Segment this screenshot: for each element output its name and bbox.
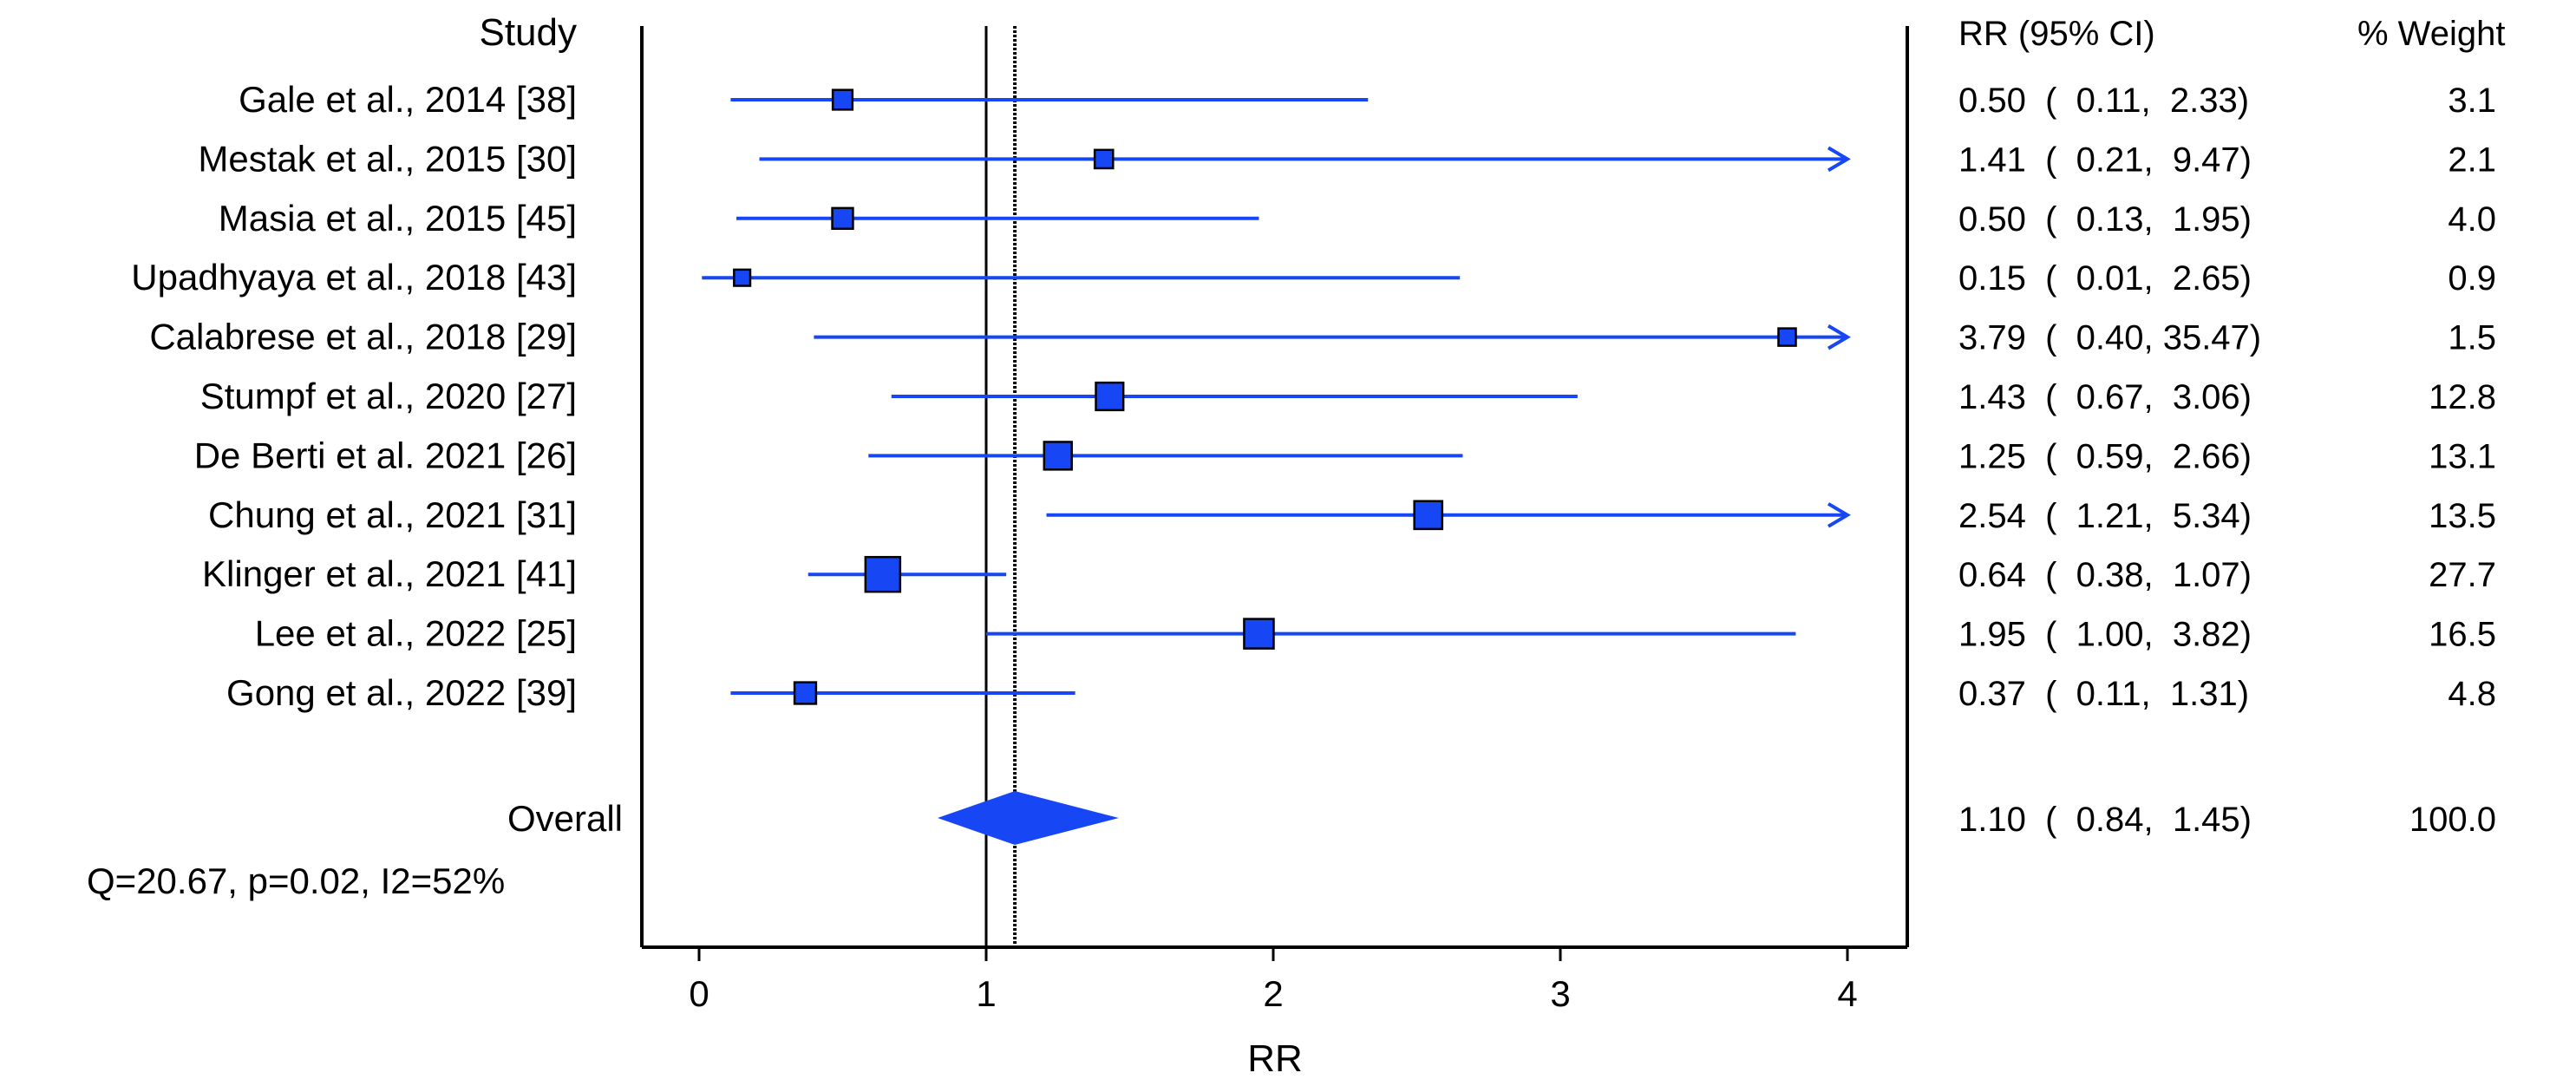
ci-text: 3.79 ( 0.40, 35.47) [1958, 319, 2261, 357]
effect-marker [1095, 381, 1125, 412]
study-label: Lee et al., 2022 [25] [255, 613, 577, 654]
weight-text: 13.5 [2429, 497, 2496, 535]
weight-text: 4.8 [2448, 675, 2496, 713]
ci-text: 1.95 ( 1.00, 3.82) [1958, 616, 2252, 654]
study-label: Gale et al., 2014 [38] [239, 79, 577, 120]
study-row: Gale et al., 2014 [38] 0.50 ( 0.11, 2.33)… [239, 79, 2496, 120]
weight-text: 3.1 [2448, 82, 2496, 120]
ci-text: 0.64 ( 0.38, 1.07) [1958, 556, 2252, 594]
heterogeneity-stats: Q=20.67, p=0.02, I2=52% [87, 860, 505, 901]
overall-weight: 100.0 [2409, 801, 2496, 839]
weight-text: 4.0 [2448, 200, 2496, 239]
ci-text: 2.54 ( 1.21, 5.34) [1958, 497, 2252, 535]
overall-label: Overall [507, 798, 623, 839]
study-row: Chung et al., 2021 [31] 2.54 ( 1.21, 5.34… [208, 494, 2496, 535]
ci-text: 0.50 ( 0.11, 2.33) [1958, 82, 2249, 120]
effect-marker [1413, 500, 1444, 531]
study-rows: Gale et al., 2014 [38] 0.50 ( 0.11, 2.33)… [131, 79, 2496, 713]
study-row: Lee et al., 2022 [25] 1.95 ( 1.00, 3.82) 1… [255, 613, 2496, 654]
overall-diamond [938, 790, 1119, 846]
weight-text: 16.5 [2429, 616, 2496, 654]
weight-text: 0.9 [2448, 259, 2496, 298]
ci-header: RR (95% CI) [1958, 15, 2155, 53]
study-row: Calabrese et al., 2018 [29] 3.79 ( 0.40, … [149, 317, 2496, 357]
study-row: Mestak et al., 2015 [30] 1.41 ( 0.21, 9.4… [198, 138, 2496, 179]
ci-text: 1.43 ( 0.67, 3.06) [1958, 378, 2252, 416]
effect-marker [793, 681, 818, 705]
x-tick-label: 0 [689, 973, 709, 1014]
ci-arrow [1827, 146, 1851, 173]
ci-text: 0.50 ( 0.13, 1.95) [1958, 200, 2252, 239]
x-tick-label: 3 [1550, 973, 1570, 1014]
effect-marker [831, 88, 854, 111]
study-label: Masia et al., 2015 [45] [219, 198, 577, 239]
ci-text: 1.41 ( 0.21, 9.47) [1958, 141, 2252, 179]
study-row: Gong et al., 2022 [39] 0.37 ( 0.11, 1.31)… [226, 672, 2496, 713]
weight-text: 1.5 [2448, 319, 2496, 357]
study-label: Upadhyaya et al., 2018 [43] [131, 257, 577, 298]
study-label: Stumpf et al., 2020 [27] [200, 376, 577, 416]
study-row: Masia et al., 2015 [45] 0.50 ( 0.13, 1.95… [219, 198, 2496, 239]
overall-ci-text: 1.10 ( 0.84, 1.45) [1958, 801, 2252, 839]
study-label: Mestak et al., 2015 [30] [198, 138, 577, 179]
weight-header: % Weight [2357, 15, 2505, 53]
weight-text: 12.8 [2429, 378, 2496, 416]
x-tick-label: 1 [976, 973, 996, 1014]
x-axis-ticks: 0 1 2 3 4 [689, 947, 1858, 1014]
ci-text: 1.25 ( 0.59, 2.66) [1958, 437, 2252, 475]
ci-arrow [1827, 502, 1851, 528]
study-row: Klinger et al., 2021 [41] 0.64 ( 0.38, 1.… [202, 553, 2496, 594]
ci-text: 0.15 ( 0.01, 2.65) [1958, 259, 2252, 298]
study-label: Klinger et al., 2021 [41] [202, 553, 577, 594]
study-row: Upadhyaya et al., 2018 [43] 0.15 ( 0.01, … [131, 257, 2496, 298]
effect-marker [864, 555, 902, 593]
weight-text: 2.1 [2448, 141, 2496, 179]
ci-arrow [1827, 324, 1851, 350]
effect-marker [1777, 327, 1797, 347]
ci-text: 0.37 ( 0.11, 1.31) [1958, 675, 2249, 713]
effect-marker [1243, 618, 1275, 650]
weight-text: 13.1 [2429, 437, 2496, 475]
effect-marker [1043, 441, 1073, 471]
x-tick-label: 2 [1263, 973, 1283, 1014]
effect-marker [1093, 148, 1115, 170]
study-row: Stumpf et al., 2020 [27] 1.43 ( 0.67, 3.0… [200, 376, 2496, 416]
weight-text: 27.7 [2429, 556, 2496, 594]
effect-marker [733, 268, 752, 287]
study-label: Calabrese et al., 2018 [29] [149, 317, 577, 357]
study-label: Gong et al., 2022 [39] [226, 672, 577, 713]
study-header: Study [479, 11, 577, 54]
study-label: Chung et al., 2021 [31] [208, 494, 577, 535]
x-tick-label: 4 [1837, 973, 1857, 1014]
study-label: De Berti et al. 2021 [26] [194, 435, 577, 475]
x-axis-label: RR [1247, 1037, 1303, 1080]
study-row: De Berti et al. 2021 [26] 1.25 ( 0.59, 2.… [194, 435, 2496, 475]
effect-marker [831, 206, 854, 230]
